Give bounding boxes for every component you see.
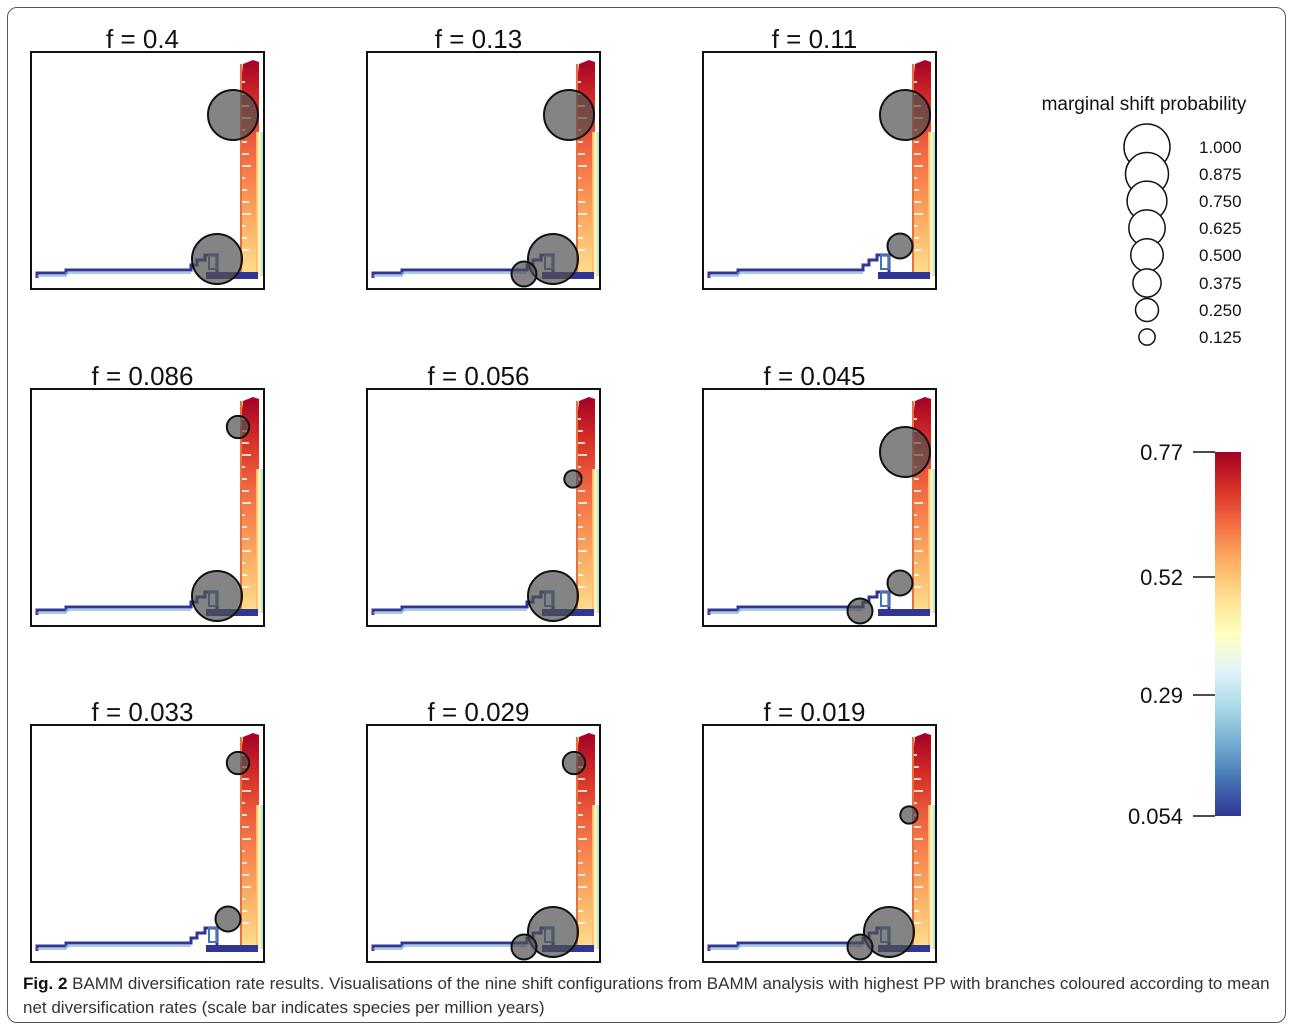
shift-marker (561, 750, 587, 776)
shift-marker (207, 89, 259, 141)
node-box (880, 591, 890, 607)
panel-title: f = 0.4 (106, 24, 179, 54)
panel-title: f = 0.045 (764, 361, 866, 391)
clade-tips (592, 132, 599, 276)
panel-title: f = 0.11 (772, 24, 858, 54)
clade-tips (592, 805, 599, 949)
legend-value: 0.375 (1199, 274, 1242, 293)
legend-circle (1129, 237, 1165, 273)
legend-value: 0.500 (1199, 246, 1242, 265)
tree-panel: f = 0.11 (702, 24, 937, 290)
colorbar-label: 0.77 (1140, 440, 1183, 465)
shift-marker (191, 570, 243, 622)
tree-panel: f = 0.4 (30, 24, 265, 290)
tree-panel: f = 0.086 (30, 361, 265, 627)
figure-caption: Fig. 2 BAMM diversification rate results… (23, 972, 1273, 1020)
shift-marker (510, 260, 538, 288)
panel-title: f = 0.019 (764, 697, 866, 727)
legend-title: marginal shift probability (1042, 94, 1247, 115)
clade-tips (256, 469, 263, 613)
shift-marker (214, 905, 242, 933)
panel-title: f = 0.13 (435, 24, 522, 54)
shift-marker (510, 933, 538, 961)
backbone-branch (709, 609, 863, 614)
caption-text: BAMM diversification rate results. Visua… (23, 974, 1270, 1017)
backbone-branch (709, 272, 863, 277)
figure-frame (7, 7, 1286, 1023)
shift-marker (846, 933, 874, 961)
colorbar-label: 0.52 (1140, 565, 1183, 590)
colorbar-gradient (1215, 452, 1241, 816)
shift-marker (225, 750, 251, 776)
legend-value: 0.750 (1199, 192, 1242, 211)
shift-marker (886, 232, 914, 260)
legend-value: 0.625 (1199, 219, 1242, 238)
backbone-branch (707, 253, 891, 278)
tree-panel: f = 0.029 (366, 697, 601, 963)
shift-marker (527, 906, 579, 958)
tree-panel: f = 0.045 (702, 361, 937, 627)
crown-clade (913, 733, 931, 949)
shift-marker (879, 426, 931, 478)
shift-marker (886, 569, 914, 597)
legend-value: 0.250 (1199, 301, 1242, 320)
backbone-branch (373, 945, 527, 950)
shift-marker (527, 570, 579, 622)
panel-title: f = 0.086 (92, 361, 194, 391)
shift-marker (879, 89, 931, 141)
clade-tips (592, 469, 599, 613)
backbone-branch (373, 272, 527, 277)
legend-circle (1132, 268, 1162, 298)
legend-circle (1134, 297, 1160, 323)
backbone-branch (37, 272, 191, 277)
node-box (208, 927, 218, 943)
tree-panel: f = 0.033 (30, 697, 265, 963)
basal-clade (878, 272, 930, 279)
tree-panel: f = 0.019 (702, 697, 937, 963)
colorbar-label: 0.054 (1128, 804, 1183, 829)
clade-tips (256, 132, 263, 276)
crown-clade (241, 733, 259, 949)
clade-tips (928, 132, 935, 276)
backbone-branch (709, 945, 863, 950)
crown-clade (577, 733, 595, 949)
caption-label: Fig. 2 (23, 974, 68, 993)
shift-marker (543, 89, 595, 141)
shift-marker (846, 597, 874, 625)
basal-clade (206, 945, 258, 952)
crown-clade (577, 397, 595, 613)
shift-marker (563, 469, 583, 489)
backbone-branch (373, 609, 527, 614)
shift-marker (863, 906, 915, 958)
rate-colorbar: 0.77 0.52 0.29 0.054 (1128, 440, 1241, 829)
clade-tips (928, 469, 935, 613)
panel-title: f = 0.056 (428, 361, 530, 391)
shift-marker (527, 233, 579, 285)
tree-panel: f = 0.13 (366, 24, 601, 290)
node-box (880, 254, 890, 270)
legend-value: 1.000 (1199, 138, 1242, 157)
legend-value: 0.875 (1199, 165, 1242, 184)
shift-marker (899, 805, 919, 825)
panel-title: f = 0.033 (92, 697, 194, 727)
shift-marker (225, 414, 251, 440)
backbone-branch (37, 945, 191, 950)
backbone-branch (35, 926, 219, 951)
clade-tips (256, 805, 263, 949)
backbone-branch (37, 609, 191, 614)
shift-marker (191, 233, 243, 285)
clade-tips (928, 805, 935, 949)
colorbar-label: 0.29 (1140, 683, 1183, 708)
basal-clade (878, 609, 930, 616)
tree-panel: f = 0.056 (366, 361, 601, 627)
crown-clade (241, 397, 259, 613)
legend-value: 0.125 (1199, 328, 1242, 347)
legend-circle (1138, 328, 1156, 346)
shift-probability-legend: marginal shift probability 1.000 0.875 0.7… (1042, 94, 1247, 347)
panel-title: f = 0.029 (428, 697, 530, 727)
